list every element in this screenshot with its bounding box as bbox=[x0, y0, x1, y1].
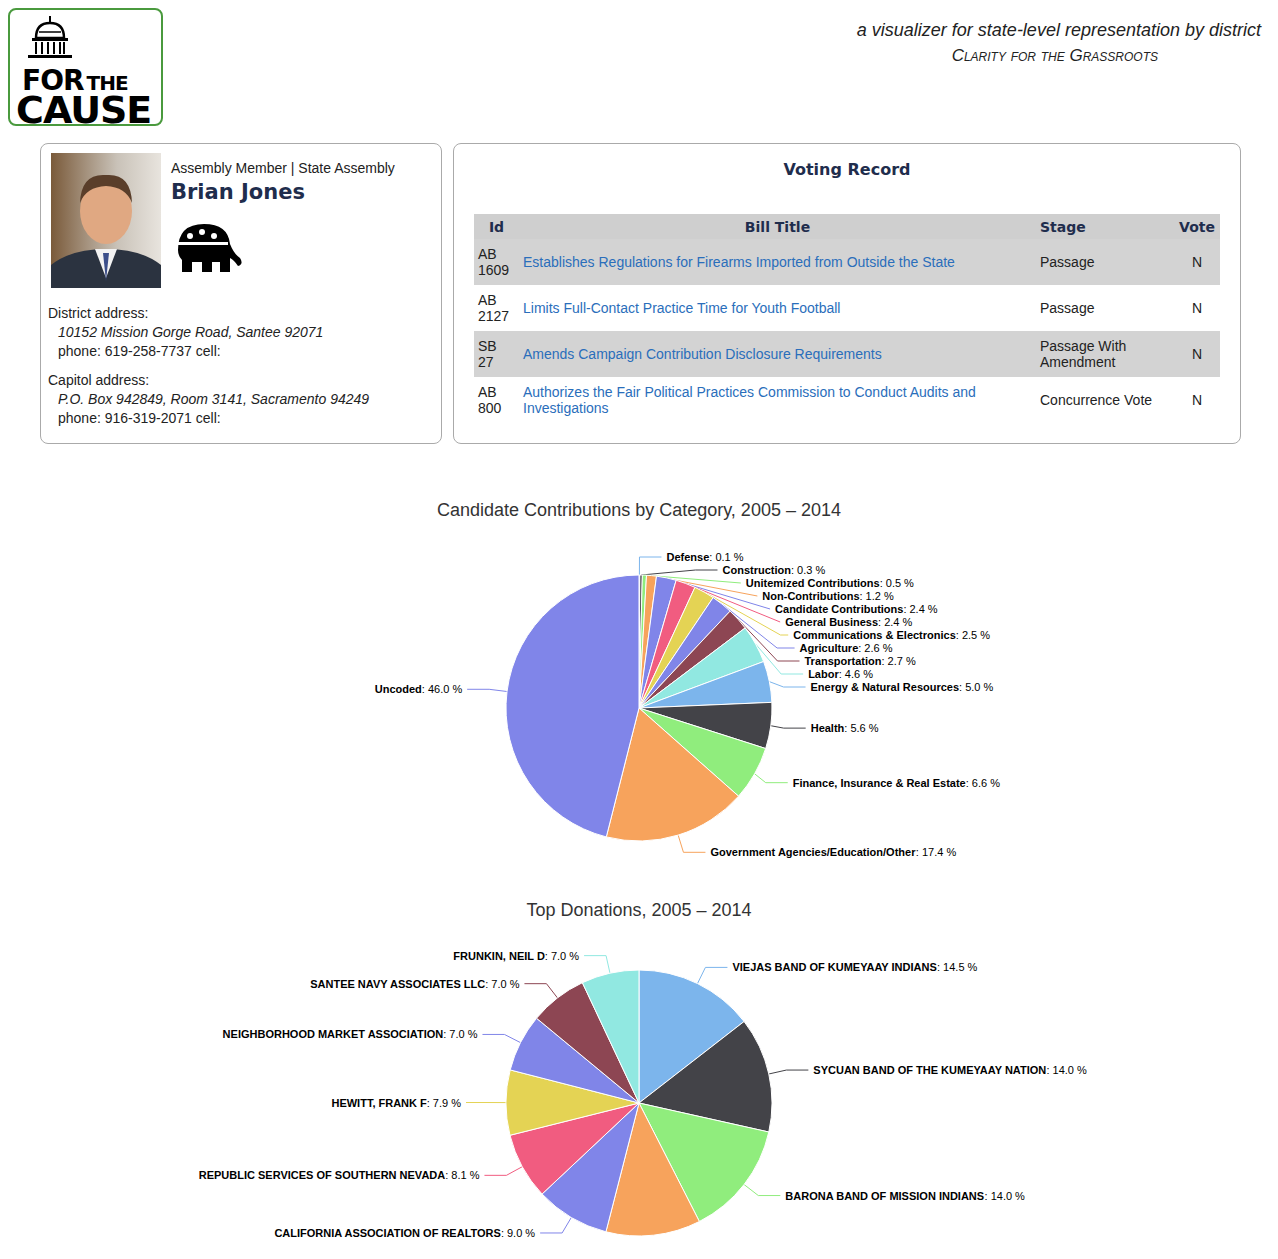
html-text:Passage: Passage bbox=[1040, 254, 1095, 270]
html-text:Authorizes the Fair Political: Authorizes the Fair Political Practices … bbox=[523, 384, 976, 416]
svg-text:: 0.5 %: : 0.5 % bbox=[880, 577, 914, 589]
svg-text:CALIFORNIA ASSOCIATION OF REAL: CALIFORNIA ASSOCIATION OF REALTORS bbox=[274, 1227, 501, 1239]
html-text:phone: 619-258-7737 cell:: phone: 619-258-7737 cell: bbox=[58, 343, 221, 359]
svg-text:FRUNKIN, NEIL D: FRUNKIN, NEIL D bbox=[453, 950, 545, 962]
svg-text:Finance, Insurance & Real Esta: Finance, Insurance & Real Estate bbox=[793, 777, 966, 789]
svg-text:: 46.0 %: : 46.0 % bbox=[422, 683, 463, 695]
html-text:Assembly Member | State Assemb: Assembly Member | State Assembly bbox=[171, 160, 395, 176]
svg-text:: 7.9 %: : 7.9 % bbox=[427, 1097, 461, 1109]
svg-text:: 2.7 %: : 2.7 % bbox=[882, 655, 916, 667]
svg-text:General Business: General Business bbox=[785, 616, 878, 628]
svg-text:Non-Contributions: Non-Contributions bbox=[762, 590, 859, 602]
html-text:N: N bbox=[1191, 254, 1203, 270]
html-text:Voting Record: Voting Record bbox=[783, 160, 911, 179]
svg-text:Construction: Construction bbox=[722, 564, 791, 576]
svg-text:Candidate Contributions: Candidate Contributions bbox=[775, 603, 903, 615]
html-text:FORTHE: FORTHE bbox=[22, 64, 128, 97]
html-text:Concurrence Vote: Concurrence Vote bbox=[1040, 392, 1153, 408]
svg-text:Government Agencies/Education/: Government Agencies/Education/Other bbox=[710, 846, 916, 858]
html-text:Passage: Passage bbox=[1040, 300, 1095, 316]
html-text:AB 800: AB 800 bbox=[478, 384, 502, 416]
svg-text:: 6.6 %: : 6.6 % bbox=[966, 777, 1000, 789]
svg-text:: 5.0 %: : 5.0 % bbox=[959, 681, 993, 693]
html-text:District address:: District address: bbox=[48, 305, 149, 321]
html-text:a visualizer for state-level r: a visualizer for state-level representat… bbox=[856, 20, 1261, 40]
html-text:phone: 916-319-2071 cell:: phone: 916-319-2071 cell: bbox=[58, 410, 221, 426]
svg-text:Candidate Contributions by Cat: Candidate Contributions by Category, 200… bbox=[437, 500, 841, 520]
html-text:SB 27: SB 27 bbox=[478, 338, 497, 370]
svg-text:: 2.4 %: : 2.4 % bbox=[878, 616, 912, 628]
svg-text:: 1.2 %: : 1.2 % bbox=[860, 590, 894, 602]
html-text:Passage With Amendment: Passage With Amendment bbox=[1040, 338, 1127, 370]
svg-text:: 7.0 %: : 7.0 % bbox=[545, 950, 579, 962]
html-text:Limits Full-Contact Practice T: Limits Full-Contact Practice Time for Yo… bbox=[523, 300, 841, 316]
svg-text:: 8.1 %: : 8.1 % bbox=[445, 1169, 479, 1181]
html-text:Id: Id bbox=[488, 218, 505, 235]
html-text:Capitol address:: Capitol address: bbox=[48, 372, 150, 388]
html-text:10152 Mission Gorge Road, Sant: 10152 Mission Gorge Road, Santee 92071 bbox=[58, 324, 324, 340]
html-text:CAUSE: CAUSE bbox=[16, 88, 152, 132]
html-text:N: N bbox=[1191, 346, 1203, 362]
svg-text:Communications & Electronics: Communications & Electronics bbox=[793, 629, 956, 641]
svg-text:Top Donations, 2005 – 2014: Top Donations, 2005 – 2014 bbox=[526, 900, 751, 920]
svg-text:: 14.0 %: : 14.0 % bbox=[1046, 1064, 1087, 1076]
svg-text:Transportation: Transportation bbox=[805, 655, 882, 667]
svg-text:BARONA BAND OF MISSION INDIANS: BARONA BAND OF MISSION INDIANS bbox=[785, 1190, 984, 1202]
html-text:Vote: Vote bbox=[1179, 218, 1215, 235]
svg-text:SANTEE NAVY ASSOCIATES LLC: SANTEE NAVY ASSOCIATES LLC bbox=[310, 978, 485, 990]
svg-text:: 7.0 %: : 7.0 % bbox=[443, 1028, 477, 1040]
svg-text:: 0.3 %: : 0.3 % bbox=[791, 564, 825, 576]
svg-text:: 2.5 %: : 2.5 % bbox=[956, 629, 990, 641]
html-text:AB 1609: AB 1609 bbox=[478, 246, 510, 278]
html-text:AB 2127: AB 2127 bbox=[478, 292, 510, 324]
svg-text:NEIGHBORHOOD MARKET ASSOCIATIO: NEIGHBORHOOD MARKET ASSOCIATION bbox=[223, 1028, 444, 1040]
svg-text:: 7.0 %: : 7.0 % bbox=[485, 978, 519, 990]
html-text:P.O. Box 942849, Room 3141, Sa: P.O. Box 942849, Room 3141, Sacramento 9… bbox=[58, 391, 370, 407]
svg-text:: 0.1 %: : 0.1 % bbox=[709, 551, 743, 563]
svg-text:Labor: Labor bbox=[808, 668, 839, 680]
html-text:Clarity for the Grassroots: Clarity for the Grassroots bbox=[951, 46, 1158, 65]
svg-text:: 5.6 %: : 5.6 % bbox=[844, 722, 878, 734]
svg-text:VIEJAS BAND OF KUMEYAAY INDIAN: VIEJAS BAND OF KUMEYAAY INDIANS bbox=[732, 961, 936, 973]
svg-text:Energy & Natural Resources: Energy & Natural Resources bbox=[811, 681, 960, 693]
svg-text:REPUBLIC SERVICES OF SOUTHERN: REPUBLIC SERVICES OF SOUTHERN NEVADA bbox=[199, 1169, 446, 1181]
html-text:N: N bbox=[1191, 392, 1203, 408]
html-text:Stage: Stage bbox=[1040, 218, 1086, 235]
svg-text:Defense: Defense bbox=[666, 551, 709, 563]
html-text:N: N bbox=[1191, 300, 1203, 316]
svg-text:: 17.4 %: : 17.4 % bbox=[916, 846, 957, 858]
svg-text:HEWITT, FRANK F: HEWITT, FRANK F bbox=[331, 1097, 427, 1109]
svg-text:: 2.6 %: : 2.6 % bbox=[858, 642, 892, 654]
html-text:Brian Jones: Brian Jones bbox=[171, 180, 305, 204]
svg-text:Uncoded: Uncoded bbox=[375, 683, 422, 695]
html-text:Amends Campaign Contribution D: Amends Campaign Contribution Disclosure … bbox=[523, 346, 882, 362]
svg-text:: 14.0 %: : 14.0 % bbox=[985, 1190, 1026, 1202]
svg-text:Health: Health bbox=[811, 722, 845, 734]
svg-text:SYCUAN BAND OF THE KUMEYAAY NA: SYCUAN BAND OF THE KUMEYAAY NATION bbox=[813, 1064, 1046, 1076]
html-text:Establishes Regulations for Fi: Establishes Regulations for Firearms Imp… bbox=[523, 254, 955, 270]
svg-text:: 14.5 %: : 14.5 % bbox=[937, 961, 978, 973]
svg-text:: 4.6 %: : 4.6 % bbox=[839, 668, 873, 680]
svg-text:Unitemized Contributions: Unitemized Contributions bbox=[746, 577, 880, 589]
svg-text:Agriculture: Agriculture bbox=[800, 642, 859, 654]
svg-text:: 9.0 %: : 9.0 % bbox=[501, 1227, 535, 1239]
svg-text:: 2.4 %: : 2.4 % bbox=[903, 603, 937, 615]
html-text:Bill Title: Bill Title bbox=[744, 218, 811, 235]
